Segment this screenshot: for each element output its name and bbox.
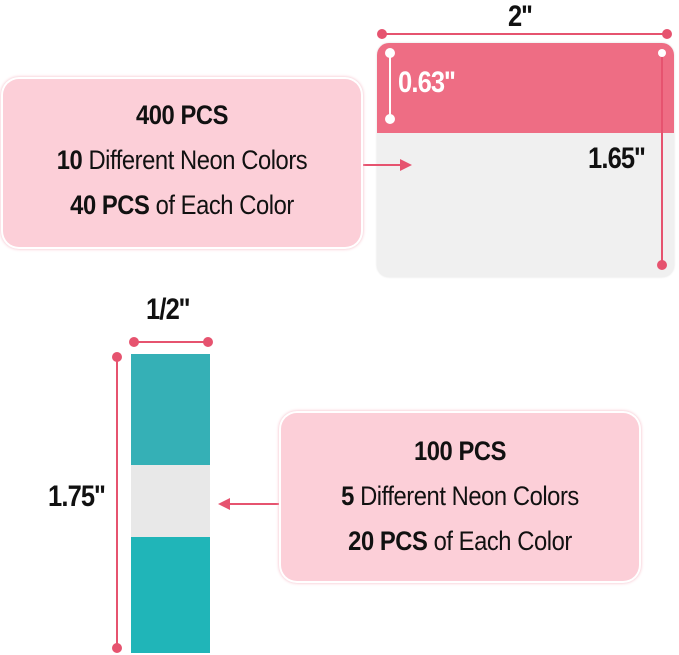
height-1-75in-label: 1.75'' bbox=[48, 480, 106, 513]
small-tab-info-box: 100 PCS 5 Different Neon Colors 20 PCS o… bbox=[281, 413, 639, 581]
width-2in-label: 2'' bbox=[508, 0, 533, 33]
small-tab-per-color: 20 PCS of Each Color bbox=[348, 526, 572, 556]
large-tab-info-box: 400 PCS 10 Different Neon Colors 40 PCS … bbox=[3, 79, 361, 247]
large-tab-per-color: 40 PCS of Each Color bbox=[70, 190, 294, 220]
small-tab-teal-bottom bbox=[131, 537, 210, 653]
tab-height-0-63in-label: 0.63'' bbox=[398, 66, 456, 99]
width-half-in-label: 1/2'' bbox=[146, 293, 190, 326]
small-tab-strip bbox=[131, 354, 210, 653]
large-tab-colors: 10 Different Neon Colors bbox=[56, 145, 308, 175]
small-tab-quantity: 100 PCS bbox=[413, 436, 507, 466]
large-tab-quantity: 400 PCS bbox=[135, 100, 229, 130]
large-tab-card bbox=[377, 43, 674, 277]
height-1-65in-label: 1.65'' bbox=[588, 142, 646, 175]
small-tab-teal-top bbox=[131, 354, 210, 465]
small-tab-colors: 5 Different Neon Colors bbox=[341, 481, 579, 511]
large-tab-pink-band bbox=[377, 43, 674, 133]
